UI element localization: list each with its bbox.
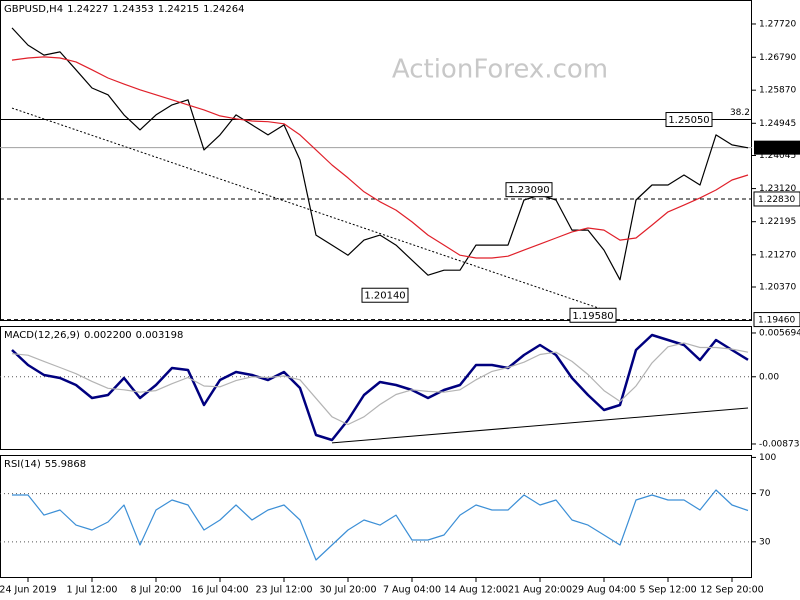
y-tick-label: 30 bbox=[759, 537, 771, 547]
y-tick-label: 1.25870 bbox=[759, 86, 796, 96]
x-tick-label: 8 Jul 20:00 bbox=[131, 585, 182, 596]
trendline bbox=[11, 107, 605, 311]
series-line bbox=[11, 56, 749, 259]
y-tick-label: 1.27720 bbox=[759, 19, 796, 29]
level-tag bbox=[753, 191, 800, 207]
y-tick-label: 1.23120 bbox=[759, 184, 796, 194]
series-line bbox=[11, 333, 749, 442]
readout-value: 1.24215 bbox=[158, 4, 199, 15]
readout-value: 1.24264 bbox=[203, 4, 244, 15]
x-tick-label: 29 Aug 04:00 bbox=[572, 585, 636, 596]
series-line bbox=[11, 27, 749, 281]
x-tick-label: 5 Sep 12:00 bbox=[639, 585, 696, 596]
x-tick-label: 21 Aug 20:00 bbox=[508, 585, 572, 596]
panel-title-name: GBPUSD,H4 bbox=[4, 4, 63, 15]
y-tick-label: 1.22195 bbox=[759, 217, 796, 227]
panel-title: GBPUSD,H4 1.24227 1.24353 1.24215 1.24264 bbox=[4, 4, 245, 15]
panel-title: RSI(14) 55.9868 bbox=[4, 459, 86, 470]
y-tick-label: 0.00 bbox=[759, 372, 779, 382]
x-tick-label: 16 Jul 04:00 bbox=[192, 585, 249, 596]
x-tick-label: 12 Sep 20:00 bbox=[700, 585, 763, 596]
series-line bbox=[11, 342, 749, 426]
readout-value: 55.9868 bbox=[45, 459, 86, 470]
readout-value: 1.24353 bbox=[112, 4, 153, 15]
panel-frame bbox=[0, 326, 752, 450]
readout-value: 0.003198 bbox=[136, 330, 184, 341]
y-tick-label: 1.24045 bbox=[759, 151, 796, 161]
annotation-label: 1.20140 bbox=[364, 291, 405, 302]
panel-title-name: RSI(14) bbox=[4, 459, 41, 470]
x-tick-label: 30 Jul 20:00 bbox=[320, 585, 377, 596]
level-tag-label: 1.19460 bbox=[758, 316, 795, 326]
watermark: ActionForex.com bbox=[392, 55, 608, 85]
annotation-label: 1.23090 bbox=[508, 185, 549, 196]
panel-frame bbox=[0, 455, 752, 578]
panel-title: MACD(12,26,9) 0.002200 0.003198 bbox=[4, 330, 183, 341]
annotation-box bbox=[361, 287, 409, 303]
annotation-label: 1.25050 bbox=[668, 115, 709, 126]
price-tag-label: 1.24264 bbox=[758, 144, 795, 154]
x-tick-label: 7 Aug 04:00 bbox=[383, 585, 441, 596]
x-tick-label: 14 Aug 12:00 bbox=[444, 585, 508, 596]
readout-value: 1.24227 bbox=[67, 4, 108, 15]
level-tag-label: 1.22830 bbox=[758, 195, 795, 205]
panel-title-name: MACD(12,26,9) bbox=[4, 330, 80, 341]
level-tag bbox=[753, 312, 800, 328]
annotation-box bbox=[505, 182, 553, 198]
x-tick-label: 23 Jul 12:00 bbox=[256, 585, 313, 596]
annotation-label: 1.19580 bbox=[572, 311, 613, 322]
price-tag bbox=[754, 140, 800, 155]
series-line bbox=[12, 489, 749, 561]
annotation-box bbox=[665, 112, 713, 128]
readout-value: 0.002200 bbox=[84, 330, 132, 341]
y-tick-label: 0.005694 bbox=[759, 328, 800, 338]
y-tick-label: 100 bbox=[759, 453, 776, 463]
y-tick-label: -0.008737 bbox=[759, 439, 800, 449]
annotation-box bbox=[569, 307, 617, 323]
x-tick-label: 24 Jun 2019 bbox=[0, 585, 57, 596]
x-tick-label: 1 Jul 12:00 bbox=[67, 585, 118, 596]
y-tick-label: 1.24945 bbox=[759, 119, 796, 129]
panel-frame bbox=[0, 0, 752, 321]
trendline bbox=[331, 407, 749, 444]
y-tick-label: 1.20370 bbox=[759, 283, 796, 293]
y-tick-label: 1.26790 bbox=[759, 53, 796, 63]
fib-label: 38.2 bbox=[730, 108, 750, 118]
y-tick-label: 1.21270 bbox=[759, 250, 796, 260]
y-tick-label: 70 bbox=[759, 489, 771, 499]
